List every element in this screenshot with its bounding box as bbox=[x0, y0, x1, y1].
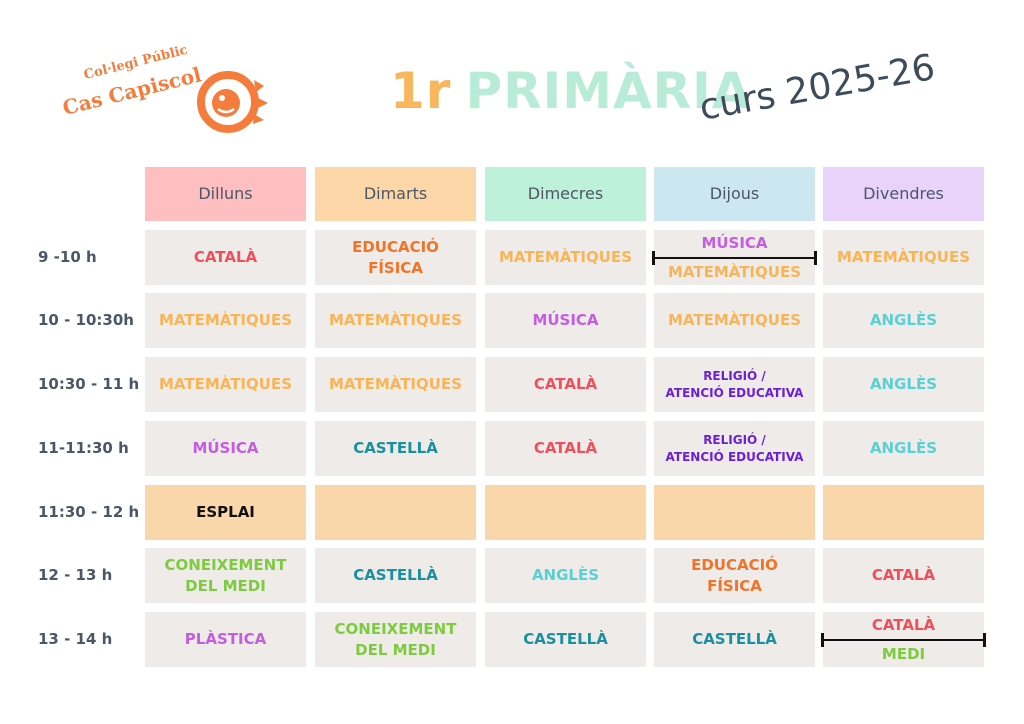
subject-label: MATEMÀTIQUES bbox=[667, 311, 801, 329]
subject-label: CASTELLÀ bbox=[353, 566, 438, 584]
split-divider bbox=[821, 632, 986, 647]
subject-label: CASTELLÀ bbox=[692, 630, 777, 648]
time-slot-label: 13 - 14 h bbox=[38, 629, 113, 648]
subject-label: MÚSICA bbox=[532, 311, 599, 329]
subject-label: CATALÀ bbox=[871, 566, 936, 584]
split-divider bbox=[652, 250, 817, 265]
subject-label: MATEMÀTIQUES bbox=[158, 375, 292, 393]
schedule-cell: CASTELLÀ bbox=[315, 548, 476, 603]
subject-label: DEL MEDI bbox=[355, 640, 436, 659]
schedule-cell bbox=[315, 485, 476, 540]
subject-label: ATENCIÓ EDUCATIVA bbox=[665, 385, 804, 400]
subject-label: PLÀSTICA bbox=[184, 630, 267, 648]
subject-label: MATEMÀTIQUES bbox=[498, 248, 632, 266]
schedule-cell: ANGLÈS bbox=[823, 421, 984, 476]
day-header-dilluns: Dilluns bbox=[145, 167, 306, 221]
subject-label: CONEIXEMENT bbox=[334, 619, 457, 638]
schedule-cell: MATEMÀTIQUES bbox=[145, 293, 306, 348]
schedule-cell: ANGLÈS bbox=[485, 548, 646, 603]
schedule-cell: MATEMÀTIQUES bbox=[823, 230, 984, 285]
schedule-cell: MATEMÀTIQUES bbox=[145, 357, 306, 412]
schedule-cell: CATALÀ MEDI bbox=[821, 612, 986, 667]
subject-label: DEL MEDI bbox=[185, 576, 266, 595]
title-level: PRIMÀRIA bbox=[465, 62, 752, 120]
day-header-divendres: Divendres bbox=[823, 167, 984, 221]
schedule-cell: PLÀSTICA bbox=[145, 612, 306, 667]
subject-label: EDUCACIÓ bbox=[352, 237, 439, 256]
page-title: 1r PRIMÀRIA bbox=[390, 62, 751, 120]
sun-face-icon bbox=[197, 71, 268, 133]
subject-label: ESPLAI bbox=[196, 503, 255, 521]
subject-label: RELIGIÓ / bbox=[703, 368, 766, 383]
day-header-dimarts: Dimarts bbox=[315, 167, 476, 221]
schedule-cell: MÚSICA MATEMÀTIQUES bbox=[652, 230, 817, 285]
title-grade: 1r bbox=[390, 62, 452, 120]
schedule-cell: MÚSICA bbox=[485, 293, 646, 348]
subject-label: RELIGIÓ / bbox=[703, 432, 766, 447]
schedule-cell: CATALÀ bbox=[145, 230, 306, 285]
subject-label: MÚSICA bbox=[192, 439, 259, 457]
schedule-cell: CASTELLÀ bbox=[485, 612, 646, 667]
subject-label: CATALÀ bbox=[193, 248, 258, 266]
schedule-cell: CASTELLÀ bbox=[315, 421, 476, 476]
schedule-cell: RELIGIÓ / ATENCIÓ EDUCATIVA bbox=[654, 421, 815, 476]
time-slot-label: 10 - 10:30h bbox=[38, 310, 134, 329]
schedule-cell: EDUCACIÓ FÍSICA bbox=[654, 548, 815, 603]
schedule-cell: CONEIXEMENT DEL MEDI bbox=[315, 612, 476, 667]
schedule-cell bbox=[485, 485, 646, 540]
schedule-cell: ANGLÈS bbox=[823, 293, 984, 348]
time-slot-label: 11-11:30 h bbox=[38, 438, 129, 457]
subject-label: ATENCIÓ EDUCATIVA bbox=[665, 449, 804, 464]
schedule-cell: ESPLAI bbox=[145, 485, 306, 540]
schedule-cell: CATALÀ bbox=[485, 421, 646, 476]
schedule-cell: MATEMÀTIQUES bbox=[654, 293, 815, 348]
schedule-cell: MÚSICA bbox=[145, 421, 306, 476]
subject-label: MATEMÀTIQUES bbox=[328, 311, 462, 329]
subject-label: MATEMÀTIQUES bbox=[836, 248, 970, 266]
school-logo: Col·legi Públic Cas Capiscol bbox=[60, 43, 269, 140]
schedule-cell: EDUCACIÓ FÍSICA bbox=[315, 230, 476, 285]
subject-label: MÚSICA bbox=[701, 234, 768, 252]
day-header-dimecres: Dimecres bbox=[485, 167, 646, 221]
subject-label: ANGLÈS bbox=[869, 375, 938, 393]
subject-label: CATALÀ bbox=[871, 616, 936, 634]
school-year: curs 2025-26 bbox=[696, 46, 938, 129]
subject-label: ANGLÈS bbox=[869, 439, 938, 457]
subject-label: ANGLÈS bbox=[531, 566, 600, 584]
schedule-cell bbox=[654, 485, 815, 540]
subject-label: ANGLÈS bbox=[869, 311, 938, 329]
time-slot-label: 12 - 13 h bbox=[38, 565, 113, 584]
subject-label: MATEMÀTIQUES bbox=[158, 311, 292, 329]
schedule-cell: CASTELLÀ bbox=[654, 612, 815, 667]
schedule-cell: CATALÀ bbox=[485, 357, 646, 412]
subject-label: FÍSICA bbox=[707, 576, 762, 595]
time-slot-label: 10:30 - 11 h bbox=[38, 374, 140, 393]
subject-label: FÍSICA bbox=[368, 258, 423, 277]
subject-label: MEDI bbox=[881, 645, 926, 663]
schedule-cell: ANGLÈS bbox=[823, 357, 984, 412]
subject-label: CATALÀ bbox=[533, 439, 598, 457]
schedule-cell: MATEMÀTIQUES bbox=[315, 293, 476, 348]
schedule-cell: RELIGIÓ / ATENCIÓ EDUCATIVA bbox=[654, 357, 815, 412]
subject-label: EDUCACIÓ bbox=[691, 555, 778, 574]
time-slot-label: 9 -10 h bbox=[38, 247, 97, 266]
subject-label: CASTELLÀ bbox=[523, 630, 608, 648]
day-header-dijous: Dijous bbox=[654, 167, 815, 221]
time-slot-label: 11:30 - 12 h bbox=[38, 502, 140, 521]
subject-label: CASTELLÀ bbox=[353, 439, 438, 457]
schedule-cell bbox=[823, 485, 984, 540]
subject-label: MATEMÀTIQUES bbox=[328, 375, 462, 393]
subject-label: MATEMÀTIQUES bbox=[667, 263, 801, 281]
subject-label: CATALÀ bbox=[533, 375, 598, 393]
schedule-cell: CONEIXEMENT DEL MEDI bbox=[145, 548, 306, 603]
subject-label: CONEIXEMENT bbox=[164, 555, 287, 574]
schedule-cell: CATALÀ bbox=[823, 548, 984, 603]
schedule-cell: MATEMÀTIQUES bbox=[315, 357, 476, 412]
schedule-cell: MATEMÀTIQUES bbox=[485, 230, 646, 285]
